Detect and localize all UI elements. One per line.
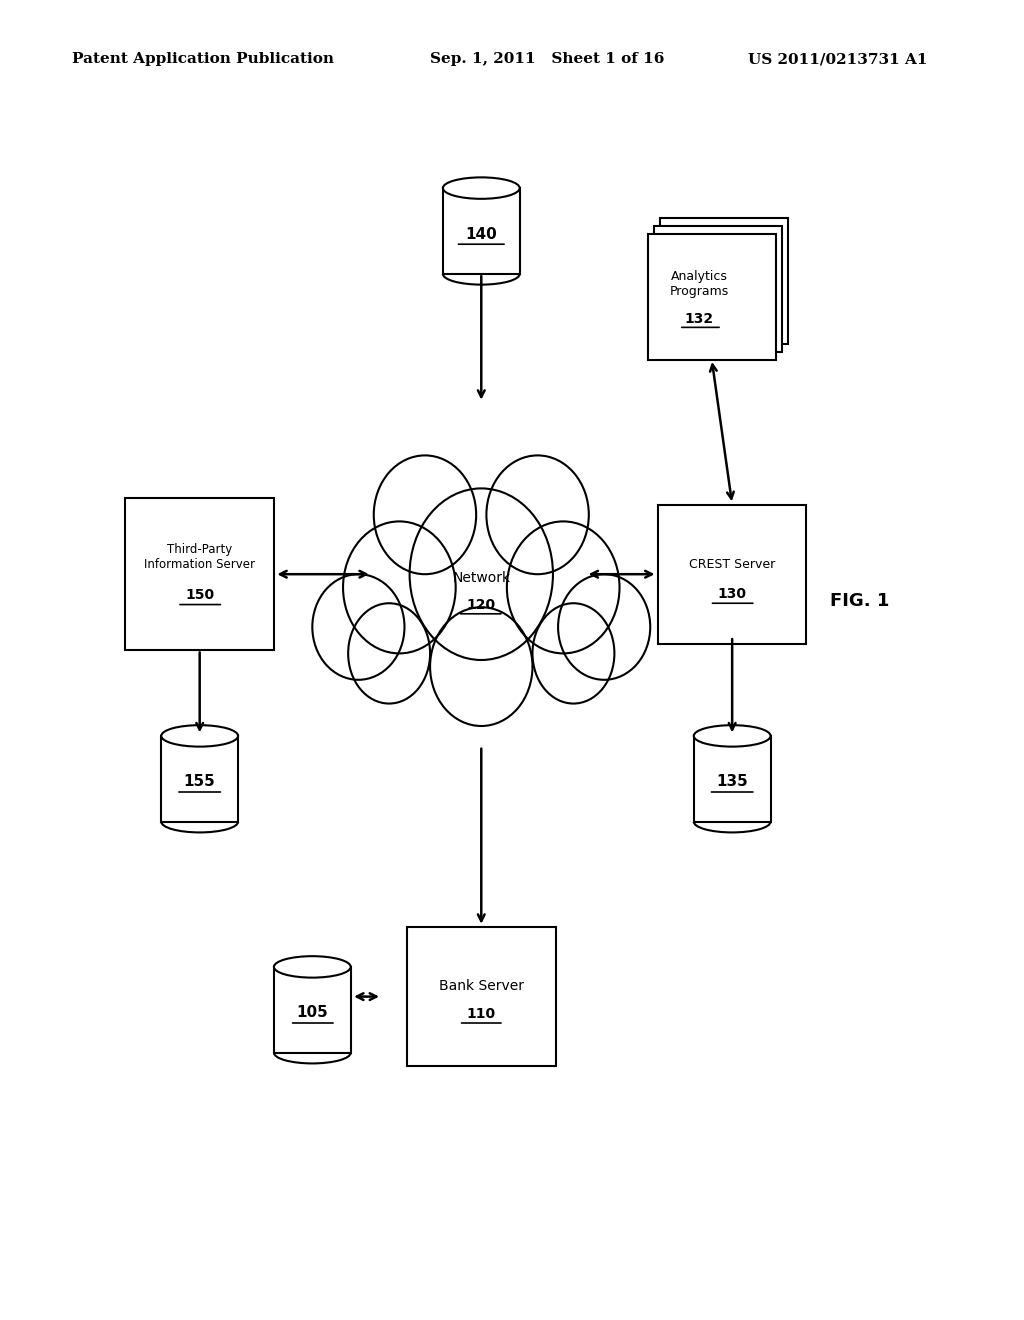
FancyBboxPatch shape [407,927,555,1067]
Ellipse shape [532,603,614,704]
Ellipse shape [430,607,532,726]
FancyBboxPatch shape [126,499,274,651]
Ellipse shape [348,603,430,704]
Text: 150: 150 [185,589,214,602]
FancyBboxPatch shape [659,218,788,343]
Ellipse shape [442,177,519,199]
Text: Sep. 1, 2011   Sheet 1 of 16: Sep. 1, 2011 Sheet 1 of 16 [430,53,665,66]
Ellipse shape [274,956,350,978]
Ellipse shape [343,521,456,653]
Text: Network: Network [453,572,510,585]
Text: 140: 140 [465,227,498,243]
Text: 110: 110 [467,1007,496,1020]
Text: 135: 135 [716,774,749,789]
Ellipse shape [558,574,650,680]
Text: Third-Party
Information Server: Third-Party Information Server [144,543,255,572]
Text: Analytics
Programs: Analytics Programs [670,269,729,298]
Ellipse shape [410,488,553,660]
FancyBboxPatch shape [657,506,807,644]
Text: US 2011/0213731 A1: US 2011/0213731 A1 [748,53,927,66]
Ellipse shape [507,521,620,653]
Ellipse shape [374,455,476,574]
Ellipse shape [694,725,770,747]
Text: FIG. 1: FIG. 1 [830,591,890,610]
FancyBboxPatch shape [162,737,238,821]
Ellipse shape [161,725,238,747]
Ellipse shape [312,574,404,680]
Ellipse shape [486,455,589,574]
Text: 105: 105 [296,1005,329,1020]
Text: CREST Server: CREST Server [689,558,775,572]
FancyBboxPatch shape [274,966,350,1053]
Text: Patent Application Publication: Patent Application Publication [72,53,334,66]
Text: 155: 155 [183,774,216,789]
Text: Bank Server: Bank Server [438,979,524,993]
FancyBboxPatch shape [653,226,782,351]
FancyBboxPatch shape [442,189,519,275]
FancyBboxPatch shape [647,235,776,359]
Text: 120: 120 [467,598,496,611]
FancyBboxPatch shape [694,737,770,821]
Text: 132: 132 [685,313,714,326]
Text: 130: 130 [718,587,746,601]
